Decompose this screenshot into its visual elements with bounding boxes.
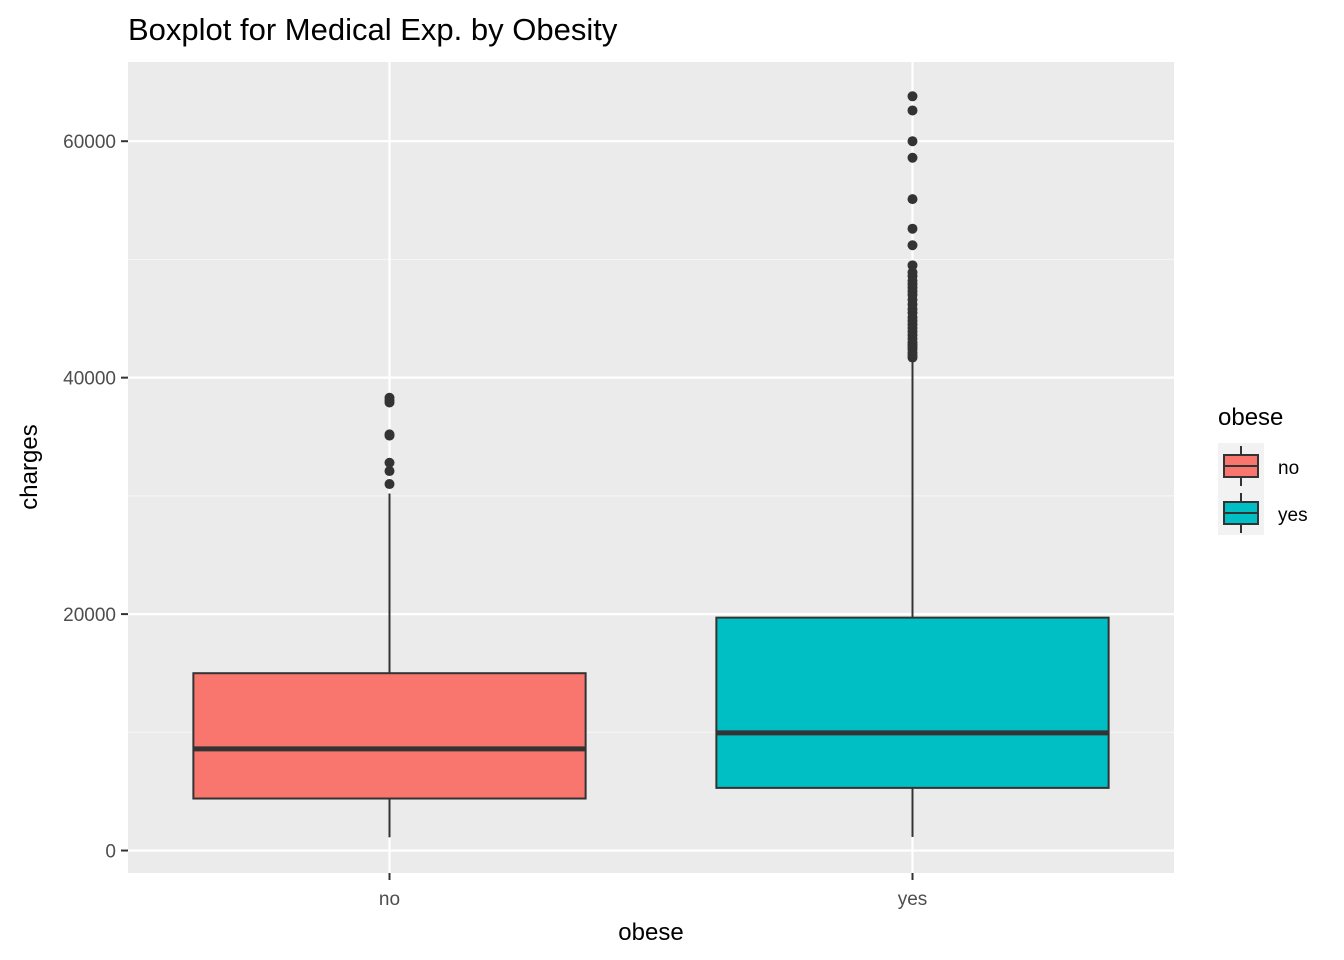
- y-tick-label: 40000: [63, 369, 116, 390]
- outlier-point: [907, 194, 918, 205]
- outlier-point: [907, 223, 918, 234]
- outlier-point: [907, 105, 918, 116]
- chart-title: Boxplot for Medical Exp. by Obesity: [128, 12, 618, 47]
- y-tick-label: 0: [105, 842, 116, 863]
- y-axis-title: charges: [16, 424, 43, 509]
- box-yes: [715, 91, 1110, 837]
- legend-title: obese: [1218, 404, 1283, 431]
- outlier-point: [384, 479, 395, 490]
- outlier-point: [384, 466, 395, 477]
- box-no: [192, 392, 587, 838]
- x-axis: no yes: [379, 873, 927, 910]
- outlier-point: [907, 240, 918, 251]
- x-tick-label: yes: [898, 889, 928, 910]
- legend-keys: [1223, 446, 1259, 533]
- legend-key-no: [1223, 446, 1259, 486]
- outlier-point: [907, 91, 918, 102]
- legend: obese no yes: [1218, 404, 1308, 535]
- y-axis: 0 20000 40000 60000: [63, 132, 128, 863]
- outlier-point: [384, 457, 395, 468]
- x-tick-label: no: [379, 889, 400, 910]
- outlier-point: [907, 136, 918, 147]
- outlier-point: [907, 152, 918, 163]
- y-tick-label: 60000: [63, 132, 116, 153]
- box-group: [192, 91, 1110, 838]
- legend-label-yes: yes: [1278, 505, 1308, 526]
- y-tick-label: 20000: [63, 605, 116, 626]
- outlier-point: [384, 392, 395, 403]
- legend-key-yes: [1223, 493, 1259, 533]
- x-axis-title: obese: [618, 919, 683, 946]
- outlier-point: [907, 260, 918, 271]
- iqr-box: [192, 672, 587, 800]
- iqr-box: [715, 616, 1110, 789]
- outlier-point: [384, 429, 395, 440]
- outlier-point: [907, 267, 918, 278]
- legend-label-no: no: [1278, 458, 1299, 479]
